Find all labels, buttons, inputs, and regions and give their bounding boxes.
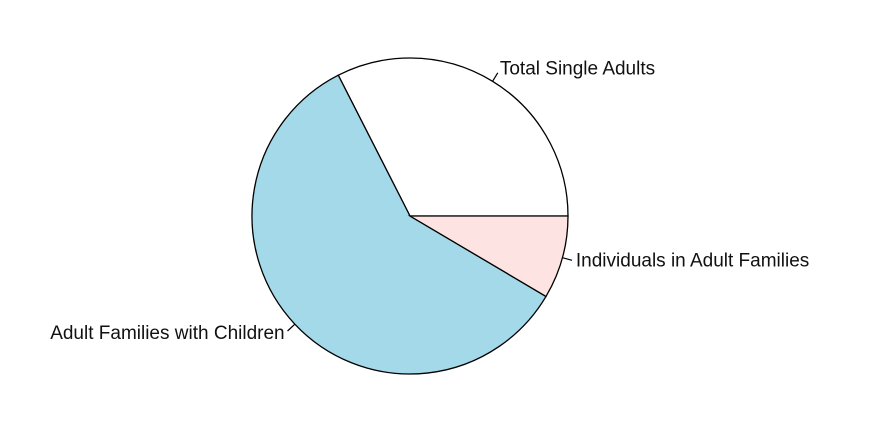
pie-slices — [251, 57, 569, 375]
pie-leader-lines — [287, 72, 573, 332]
pie-leader-total-single-adults — [492, 72, 499, 82]
pie-labels: Total Single Adults Adult Families with C… — [50, 58, 809, 343]
pie-slice-total-single-adults — [337, 57, 569, 217]
pie-label-adult-families-with-children: Adult Families with Children — [50, 323, 284, 344]
pie-label-individuals-in-adult-families: Individuals in Adult Families — [576, 250, 809, 271]
pie-label-total-single-adults: Total Single Adults — [500, 58, 655, 79]
pie-leader-adult-families-with-children — [287, 323, 296, 332]
pie-leader-individuals-in-adult-families — [562, 257, 573, 261]
pie-slice-individuals-in-adult-families — [407, 215, 569, 298]
pie-slice-adult-families-with-children — [251, 74, 547, 375]
